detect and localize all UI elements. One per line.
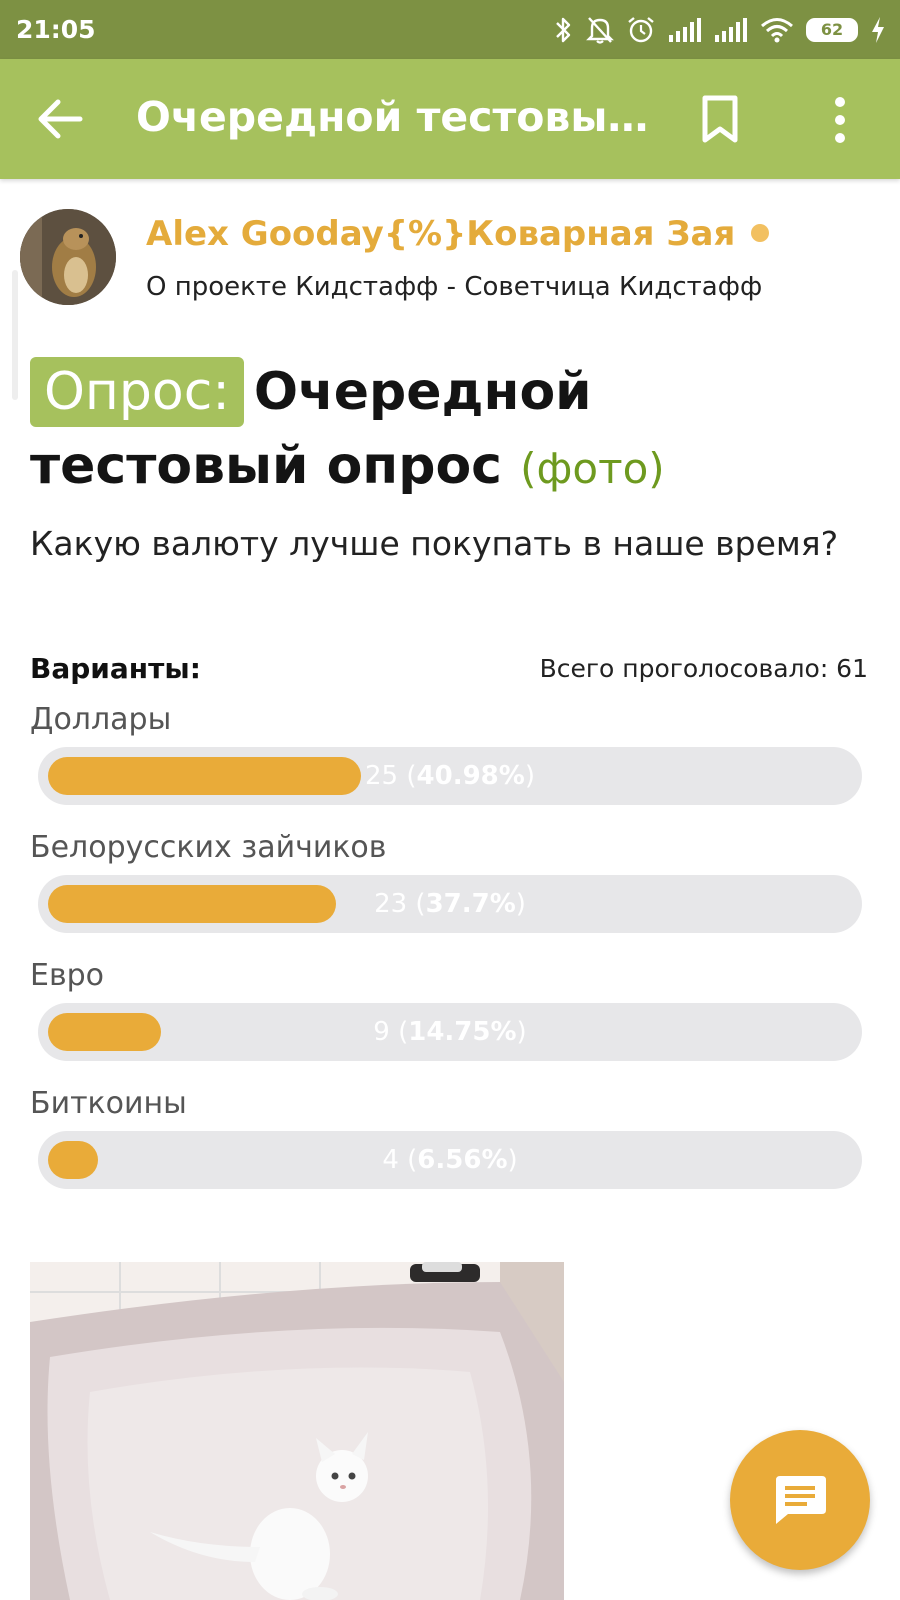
- option-bar[interactable]: 4 (6.56%): [38, 1131, 862, 1189]
- wifi-icon: [761, 17, 793, 42]
- app-bar: Очередной тестовый…: [0, 59, 900, 179]
- battery-level: 62: [820, 20, 844, 39]
- avatar-image: [20, 209, 116, 305]
- option-percent: 40.98%: [416, 761, 525, 791]
- option-label: Евро: [30, 958, 105, 993]
- app-bar-title: Очередной тестовый…: [136, 93, 656, 141]
- option-percent: 6.56%: [417, 1145, 508, 1175]
- option-bar-fill: [48, 1141, 98, 1179]
- variants-label: Варианты:: [30, 652, 201, 685]
- status-icons: 62: [552, 15, 886, 45]
- bluetooth-icon: [556, 17, 571, 42]
- online-status-dot: [751, 223, 770, 242]
- option-bar-fill: [48, 1013, 161, 1051]
- comment-fab[interactable]: [730, 1430, 870, 1570]
- option-label: Белорусских зайчиков: [30, 830, 387, 865]
- poll-question: Какую валюту лучше покупать в наше время…: [30, 524, 839, 563]
- total-votes: Всего проголосовало: 61: [539, 654, 868, 683]
- option-result: 23 (37.7%): [374, 889, 526, 919]
- comment-icon: [776, 1476, 826, 1524]
- option-bar-fill: [48, 885, 336, 923]
- option-bar[interactable]: 23 (37.7%): [38, 875, 862, 933]
- photo-tag: (фото): [520, 444, 665, 493]
- option-bar-fill: [48, 757, 361, 795]
- option-bar[interactable]: 25 (40.98%): [38, 747, 862, 805]
- battery-indicator: 62: [806, 17, 858, 42]
- author-name-text[interactable]: Alex Gooday{%}Коварная Зая: [146, 214, 736, 254]
- overflow-menu-button[interactable]: [822, 95, 858, 145]
- option-result: 9 (14.75%): [373, 1017, 527, 1047]
- option-votes: 4: [382, 1145, 399, 1175]
- poll-title: Очередной тестовый опрос: [30, 362, 592, 496]
- poll-title-block: Опрос: Очередной тестовый опрос (фото): [30, 355, 870, 506]
- alarm-icon: [628, 16, 654, 42]
- option-votes: 23: [374, 889, 408, 919]
- cat-in-bathtub-image: [30, 1262, 564, 1600]
- option-label: Биткоины: [30, 1086, 187, 1121]
- poll-photo[interactable]: [30, 1262, 564, 1600]
- back-button[interactable]: [36, 97, 84, 141]
- status-bar: 21:05: [0, 0, 900, 59]
- signal-icon: [669, 17, 701, 42]
- bookmark-icon: [702, 95, 738, 143]
- status-time: 21:05: [16, 15, 96, 44]
- author-name[interactable]: Alex Gooday{%}Коварная Зая: [146, 214, 770, 254]
- option-percent: 37.7%: [425, 889, 516, 919]
- option-votes: 9: [373, 1017, 390, 1047]
- signal-icon-2: [715, 17, 747, 42]
- charging-icon: [872, 16, 884, 43]
- option-label: Доллары: [30, 702, 172, 737]
- avatar[interactable]: [20, 209, 116, 305]
- more-vert-icon: [835, 97, 845, 143]
- notifications-off-icon: [586, 16, 614, 44]
- bookmark-button[interactable]: [700, 95, 740, 143]
- scroll-indicator: [12, 270, 18, 400]
- option-bar[interactable]: 9 (14.75%): [38, 1003, 862, 1061]
- option-result: 25 (40.98%): [365, 761, 535, 791]
- poll-badge: Опрос:: [30, 357, 244, 427]
- option-votes: 25: [365, 761, 399, 791]
- author-subtitle[interactable]: О проекте Кидстафф - Советчица Кидстафф: [146, 272, 763, 302]
- option-percent: 14.75%: [408, 1017, 517, 1047]
- option-result: 4 (6.56%): [382, 1145, 518, 1175]
- arrow-left-icon: [38, 99, 83, 139]
